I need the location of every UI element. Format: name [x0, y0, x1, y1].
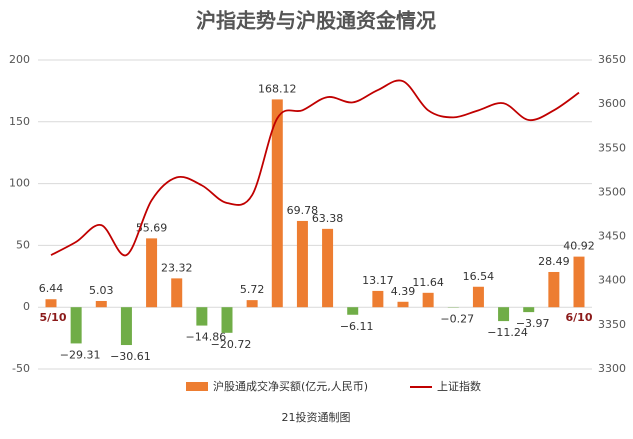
bar [95, 300, 107, 308]
bar [347, 307, 359, 315]
data-label: 4.39 [391, 285, 416, 298]
y2-tick-label: 3450 [598, 230, 626, 243]
data-label: 28.49 [538, 255, 570, 268]
bar [246, 300, 258, 308]
data-label: −0.27 [440, 313, 474, 326]
bar [146, 238, 158, 308]
bar [422, 292, 434, 308]
bar [296, 220, 308, 308]
bar [472, 286, 484, 308]
bar [523, 307, 535, 313]
data-label: 5.03 [89, 284, 114, 297]
legend-swatch [186, 382, 208, 391]
data-label: 69.78 [287, 204, 319, 217]
data-label: 5.72 [240, 283, 265, 296]
legend-label: 上证指数 [437, 379, 481, 393]
data-label: 16.54 [463, 270, 495, 283]
bar [573, 256, 585, 308]
y2-tick-label: 3300 [598, 362, 626, 375]
bar [70, 307, 82, 344]
y-tick-label: -50 [12, 362, 30, 375]
bar [221, 307, 233, 333]
x-tick-label: 6/10 [566, 311, 593, 324]
y-tick-label: 50 [16, 238, 30, 251]
data-label: 23.32 [161, 261, 193, 274]
bar [498, 307, 510, 322]
data-label: 63.38 [312, 212, 344, 225]
bar [548, 271, 560, 308]
data-label: −11.24 [487, 326, 528, 339]
bar [397, 301, 409, 308]
data-label: 6.44 [39, 282, 64, 295]
data-label: −20.72 [211, 338, 252, 351]
data-label: 11.64 [412, 276, 444, 289]
index-line [50, 79, 580, 257]
source: 21投资通制图 [282, 410, 351, 424]
bar [196, 307, 208, 326]
y-tick-label: 200 [9, 53, 30, 66]
data-label: −3.97 [516, 317, 550, 330]
y2-tick-label: 3650 [598, 53, 626, 66]
y-tick-label: 150 [9, 115, 30, 128]
y2-tick-label: 3400 [598, 274, 626, 287]
data-label: −6.11 [340, 320, 374, 333]
legend-label: 沪股通成交净买额(亿元,人民币) [213, 379, 368, 393]
y2-tick-label: 3350 [598, 318, 626, 331]
bar [120, 307, 132, 346]
y2-tick-label: 3500 [598, 185, 626, 198]
bar [322, 228, 334, 308]
data-label: −29.31 [60, 348, 101, 361]
y-tick-label: 0 [23, 300, 30, 313]
bar [271, 99, 283, 308]
x-tick-label: 5/10 [40, 311, 67, 324]
data-label: 13.17 [362, 274, 394, 287]
y2-tick-label: 3600 [598, 97, 626, 110]
data-label: −30.61 [110, 350, 151, 363]
data-label: 168.12 [258, 82, 297, 95]
data-label: 40.92 [563, 240, 595, 253]
bar [372, 290, 384, 308]
bar [171, 278, 183, 308]
data-label: 55.69 [136, 221, 168, 234]
data-label: −14.86 [185, 331, 226, 344]
chart-title: 沪指走势与沪股通资金情况 [196, 9, 436, 33]
y2-tick-label: 3550 [598, 141, 626, 154]
y-tick-label: 100 [9, 177, 30, 190]
bar [45, 299, 57, 308]
